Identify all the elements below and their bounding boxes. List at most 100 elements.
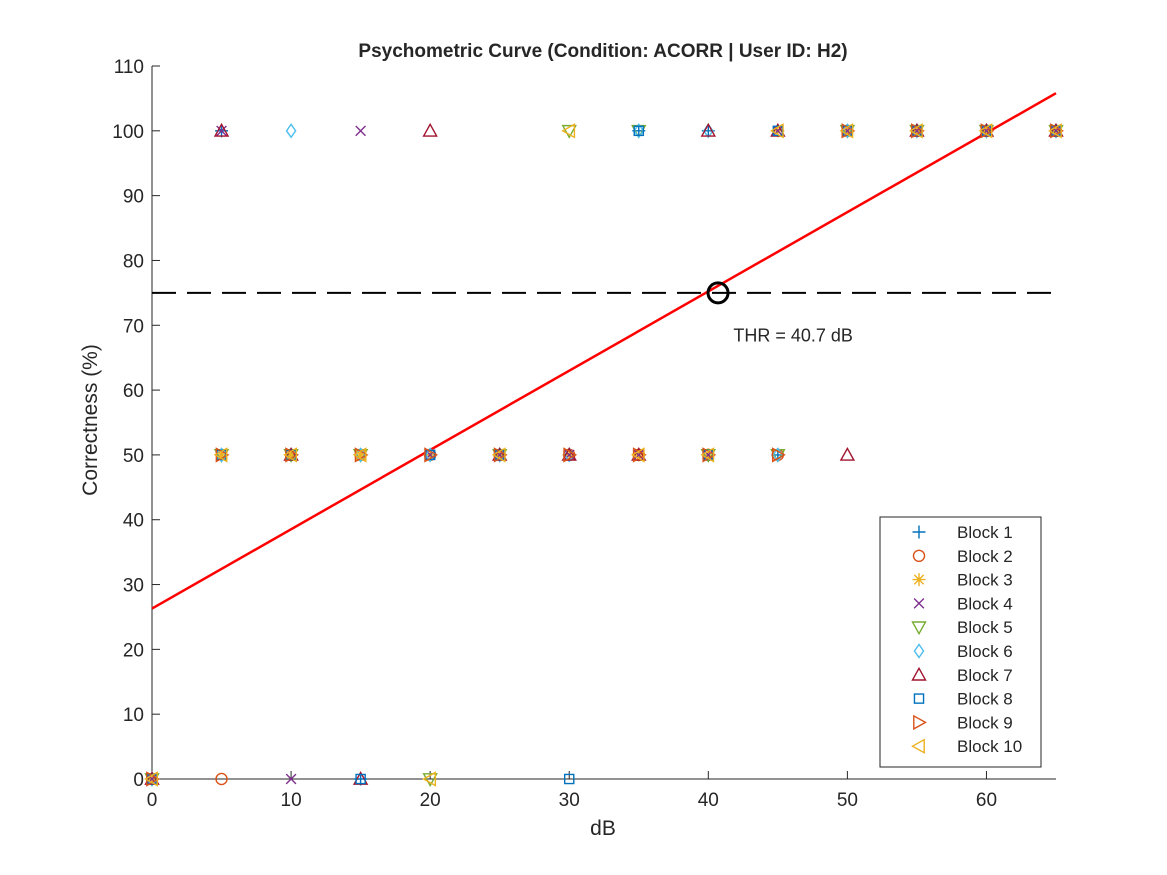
marker-shape [354, 448, 368, 462]
data-point [216, 125, 227, 137]
marker-shape [908, 123, 923, 139]
marker-shape [913, 693, 925, 704]
data-point [981, 125, 992, 137]
y-tick-label: 110 [114, 57, 144, 78]
series-block-10 [144, 123, 1062, 787]
x-tick-label: 10 [281, 790, 302, 811]
marker-shape [146, 773, 158, 785]
data-point [630, 447, 645, 463]
marker-shape [1048, 123, 1062, 139]
data-point [772, 125, 784, 137]
marker-shape [630, 447, 645, 463]
marker-shape [911, 666, 927, 681]
marker-shape [771, 447, 786, 463]
marker-shape [633, 125, 645, 137]
x-tick-label: 30 [559, 790, 580, 811]
marker-shape [633, 449, 645, 461]
data-point [908, 123, 923, 139]
marker-shape [978, 123, 993, 139]
legend-marker [913, 714, 927, 731]
data-point [563, 773, 575, 785]
legend-label: Block 4 [957, 594, 1013, 613]
marker-shape [911, 125, 923, 137]
marker-shape [284, 448, 298, 462]
data-point [633, 449, 645, 461]
legend: Block 1 Block 2 Block 3 Block 4 Block 5 Block… [879, 516, 1042, 768]
marker-shape [215, 448, 229, 462]
marker-shape [424, 447, 439, 463]
x-tick-label: 0 [147, 790, 158, 811]
data-point [561, 446, 577, 461]
marker-shape [561, 123, 576, 139]
marker-shape [494, 449, 506, 461]
marker-shape [911, 621, 927, 636]
fit-line [151, 92, 1057, 610]
y-tick-label: 60 [123, 381, 144, 402]
marker-shape [1050, 125, 1062, 137]
threshold-marker [706, 281, 730, 305]
legend-label: Block 5 [957, 618, 1013, 637]
data-point [215, 772, 228, 786]
y-tick-label: 90 [123, 187, 144, 208]
marker-shape [283, 447, 297, 463]
legend-item: Block 5 [911, 618, 1013, 637]
data-point [355, 125, 366, 137]
legend-item: Block 9 [913, 713, 1013, 732]
data-point [842, 125, 853, 137]
marker-shape [913, 598, 925, 609]
legend-label: Block 8 [957, 690, 1013, 709]
x-tick-label: 60 [976, 790, 997, 811]
marker-shape [563, 447, 578, 463]
legend-label: Block 9 [957, 713, 1013, 732]
marker-shape [422, 773, 438, 787]
legend-label: Block 3 [957, 571, 1013, 590]
marker-shape [913, 714, 927, 731]
legend-item: Block 4 [913, 594, 1013, 613]
data-markers [144, 122, 1064, 787]
legend-label: Block 6 [957, 642, 1013, 661]
data-point [422, 773, 438, 787]
data-point [213, 122, 230, 137]
legend-item: Block 1 [912, 523, 1013, 542]
marker-shape [842, 125, 853, 137]
x-tick-label: 40 [698, 790, 719, 811]
data-point [563, 449, 575, 461]
marker-shape [424, 449, 436, 461]
marker-shape [491, 447, 506, 463]
y-axis-ticks: 0 10 20 30 40 50 60 70 80 90 100 110 [112, 57, 160, 791]
data-point [491, 447, 506, 463]
reference-lines [151, 92, 1057, 610]
data-point [563, 447, 578, 463]
data-point [561, 123, 576, 139]
y-axis-label: Correctness (%) [79, 344, 102, 496]
data-point [422, 122, 438, 137]
marker-shape [422, 771, 437, 787]
threshold-point [706, 281, 730, 305]
marker-shape [213, 122, 230, 137]
data-point [144, 771, 158, 787]
data-point [911, 125, 923, 137]
data-point [424, 449, 436, 461]
legend-marker [911, 738, 925, 754]
legend-item: Block 7 [911, 666, 1013, 685]
data-point [422, 771, 437, 787]
data-point [839, 446, 856, 461]
marker-shape [355, 773, 366, 785]
data-point [424, 447, 439, 463]
marker-shape [631, 446, 647, 461]
marker-shape [702, 449, 714, 461]
data-point [978, 123, 993, 139]
marker-shape [981, 125, 992, 137]
marker-shape [563, 773, 575, 785]
legend-marker [911, 666, 927, 681]
marker-shape [144, 771, 158, 787]
marker-shape [913, 643, 925, 659]
axes [151, 66, 1056, 780]
legend-label: Block 7 [957, 666, 1013, 685]
data-point [839, 123, 854, 139]
marker-shape [839, 123, 854, 139]
marker-shape [912, 525, 926, 539]
marker-shape [355, 125, 366, 137]
data-point [215, 448, 229, 462]
data-point [285, 123, 297, 139]
